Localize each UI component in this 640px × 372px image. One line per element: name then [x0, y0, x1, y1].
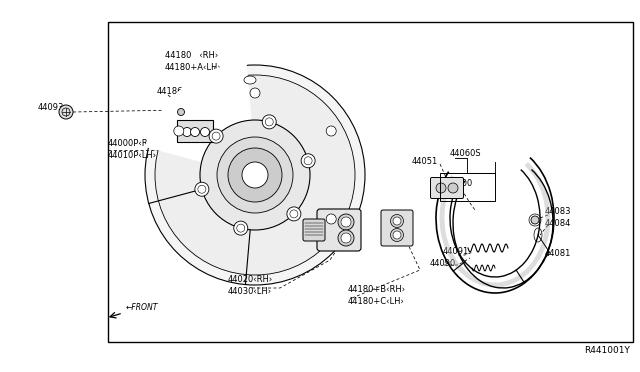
Circle shape: [242, 162, 268, 188]
Circle shape: [531, 216, 539, 224]
Circle shape: [191, 128, 200, 137]
Text: 44083: 44083: [545, 208, 572, 217]
Circle shape: [436, 183, 446, 193]
Text: 44030‹LH›: 44030‹LH›: [228, 288, 272, 296]
Circle shape: [155, 75, 355, 275]
Text: 44200: 44200: [447, 179, 473, 187]
Circle shape: [448, 183, 458, 193]
Text: 44186: 44186: [157, 87, 184, 96]
Circle shape: [200, 128, 209, 137]
Circle shape: [209, 129, 223, 143]
Circle shape: [390, 228, 403, 241]
Circle shape: [174, 126, 184, 136]
Circle shape: [326, 126, 336, 136]
Text: 44090: 44090: [430, 259, 456, 267]
Circle shape: [341, 217, 351, 227]
Circle shape: [326, 214, 336, 224]
Text: R441001Y: R441001Y: [584, 346, 630, 355]
Wedge shape: [147, 64, 255, 175]
Bar: [177, 120, 213, 142]
Circle shape: [177, 109, 184, 115]
Text: 44180+C‹LH›: 44180+C‹LH›: [348, 298, 405, 307]
Circle shape: [393, 217, 401, 225]
Text: 44180+B‹RH›: 44180+B‹RH›: [348, 285, 406, 295]
Circle shape: [301, 154, 315, 168]
FancyBboxPatch shape: [317, 209, 361, 251]
Text: 44020‹RH›: 44020‹RH›: [228, 276, 273, 285]
Text: 44060S: 44060S: [450, 148, 482, 157]
Text: 44000P‹RH›: 44000P‹RH›: [108, 138, 158, 148]
Text: 44051: 44051: [412, 157, 438, 167]
Text: ←FRONT: ←FRONT: [126, 304, 158, 312]
Circle shape: [393, 231, 401, 239]
Text: 44010P‹LH›: 44010P‹LH›: [108, 151, 157, 160]
Bar: [108, 22, 633, 342]
Circle shape: [195, 182, 209, 196]
Text: 44093: 44093: [38, 103, 65, 112]
Circle shape: [287, 207, 301, 221]
Circle shape: [341, 233, 351, 243]
Circle shape: [338, 230, 354, 246]
Text: 44081: 44081: [545, 248, 572, 257]
Circle shape: [200, 120, 310, 230]
FancyBboxPatch shape: [303, 219, 325, 241]
Text: 44091: 44091: [443, 247, 469, 257]
Circle shape: [234, 221, 248, 235]
FancyBboxPatch shape: [431, 177, 463, 199]
Circle shape: [217, 137, 293, 213]
Ellipse shape: [244, 76, 256, 84]
Circle shape: [145, 65, 365, 285]
Circle shape: [182, 128, 191, 137]
Text: 44084: 44084: [545, 218, 572, 228]
Circle shape: [338, 214, 354, 230]
Circle shape: [59, 105, 73, 119]
FancyBboxPatch shape: [381, 210, 413, 246]
Circle shape: [262, 115, 276, 129]
Text: 44180+A‹LH›: 44180+A‹LH›: [165, 62, 221, 71]
Circle shape: [390, 215, 403, 228]
Circle shape: [228, 148, 282, 202]
Text: 44180   ‹RH›: 44180 ‹RH›: [165, 51, 218, 60]
Circle shape: [250, 88, 260, 98]
Bar: [440, 173, 495, 201]
